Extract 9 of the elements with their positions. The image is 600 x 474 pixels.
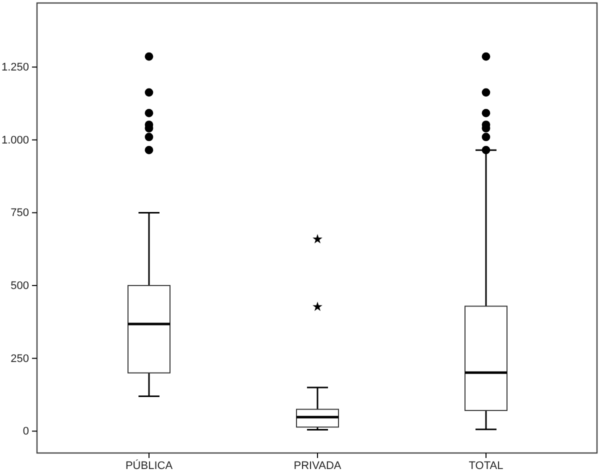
x-tick-label: PÚBLICA — [125, 458, 174, 472]
x-tick-label: PRIVADA — [294, 460, 342, 472]
x-tick-label: TOTAL — [468, 460, 504, 472]
y-tick-label: 500 — [10, 280, 29, 292]
y-tick-label: 0 — [22, 426, 29, 438]
y-tick-label: 750 — [10, 207, 29, 220]
y-tick-label: 250 — [10, 352, 29, 365]
y-tick-label: 1.250 — [1, 62, 29, 74]
y-tick-label: 1.000 — [1, 134, 29, 146]
